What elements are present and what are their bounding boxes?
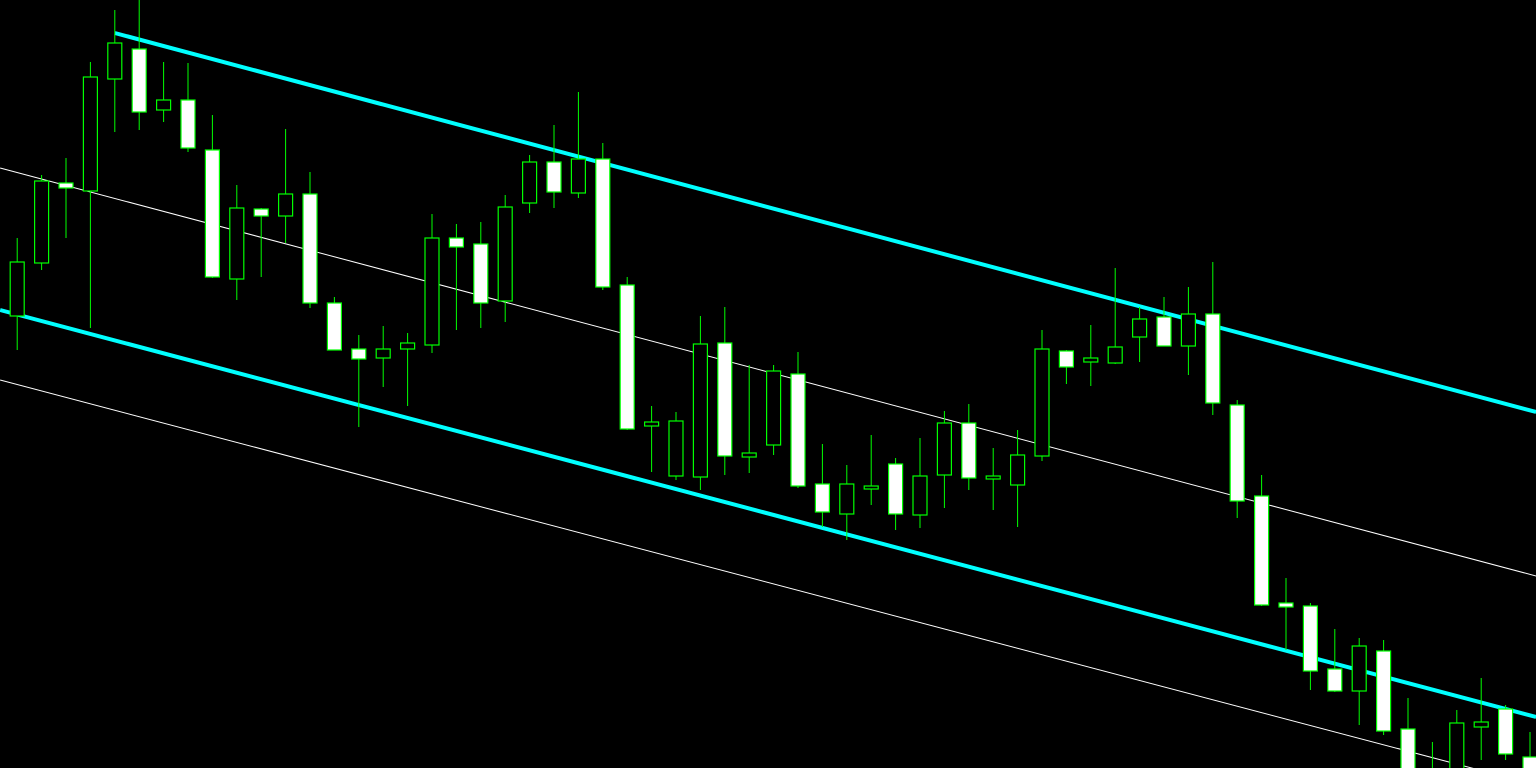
candle-body — [253, 208, 269, 217]
candle-body — [497, 206, 513, 302]
candle-body — [82, 76, 99, 192]
candle-body — [814, 483, 831, 513]
candle-body — [1351, 645, 1367, 692]
candle-body — [863, 485, 879, 490]
candle-body — [375, 348, 391, 359]
candle-body — [180, 99, 196, 149]
candle-body — [936, 422, 953, 476]
candle-body — [156, 99, 172, 111]
candle-body — [1253, 495, 1270, 606]
candle-body — [1400, 728, 1416, 768]
channel-line — [0, 379, 1474, 768]
candle-body — [400, 342, 416, 350]
candle-body — [1156, 316, 1172, 347]
candle-body — [1083, 357, 1099, 363]
candle-body — [1180, 313, 1197, 347]
candle-body — [1034, 348, 1050, 457]
candle-body — [1205, 313, 1221, 404]
candle-body — [1473, 721, 1489, 728]
candle-body — [1449, 722, 1465, 768]
candle-body — [58, 182, 74, 189]
candle-body — [278, 193, 294, 217]
candle-body — [1497, 708, 1514, 755]
candle-body — [546, 161, 562, 193]
candle-body — [326, 302, 342, 351]
candle-body — [668, 420, 684, 477]
candle-body — [1229, 404, 1245, 502]
channel-line — [0, 308, 1536, 719]
channel-line — [114, 31, 1536, 414]
candle-body — [1327, 668, 1343, 692]
candle-body — [643, 421, 660, 427]
candle-body — [229, 207, 245, 280]
candle-body — [912, 475, 928, 516]
candle-body — [1009, 454, 1026, 486]
candle-body — [473, 243, 489, 304]
candle-body — [1058, 350, 1075, 368]
candle-body — [351, 348, 367, 360]
candle-body — [1302, 605, 1319, 672]
candle-body — [521, 161, 538, 204]
candle-body — [33, 180, 50, 264]
candle-body — [131, 48, 147, 113]
candle-body — [1107, 346, 1123, 364]
candle-body — [9, 261, 25, 317]
candle-body — [961, 422, 977, 479]
candle-body — [1375, 650, 1392, 732]
candle-body — [741, 452, 757, 458]
candle-body — [107, 42, 123, 80]
candle-body — [692, 343, 709, 478]
candle-body — [1278, 602, 1294, 608]
candle-body — [1522, 756, 1536, 768]
candle-body — [717, 342, 733, 457]
candle-body — [790, 373, 806, 487]
candle-body — [887, 463, 904, 515]
candle-body — [839, 483, 855, 515]
candle-body — [448, 237, 464, 248]
candle-body — [619, 284, 635, 430]
candle-body — [765, 370, 782, 446]
candle-body — [595, 158, 611, 288]
candle-body — [424, 237, 440, 346]
candle-body — [570, 158, 587, 194]
candle-body — [985, 475, 1001, 480]
candle-body — [302, 193, 318, 304]
candle-body — [1131, 318, 1148, 338]
candle-body — [204, 149, 220, 278]
